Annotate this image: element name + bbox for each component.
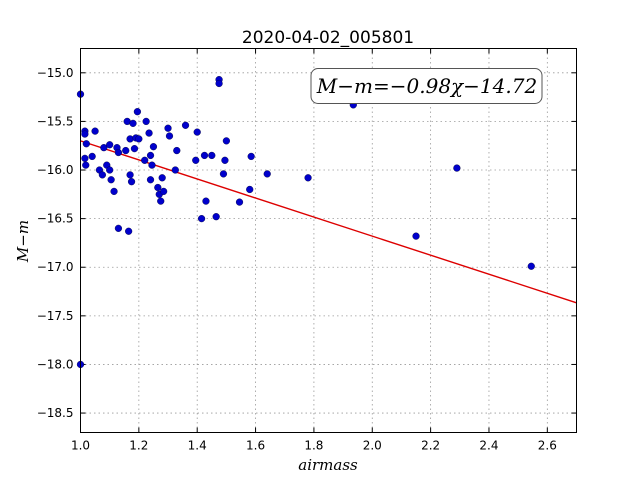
data-point: [247, 152, 255, 161]
data-point: [106, 141, 114, 149]
y-tick-label: −15.5: [37, 114, 74, 128]
y-tick-label: −16.5: [37, 212, 74, 226]
data-point: [171, 166, 179, 174]
data-point: [145, 129, 153, 137]
data-point: [129, 119, 137, 127]
data-point: [133, 108, 141, 116]
data-point: [527, 262, 535, 270]
data-point: [173, 146, 181, 155]
data-point: [181, 121, 190, 129]
data-point: [107, 176, 115, 184]
data-point: [81, 154, 89, 162]
data-points: [76, 76, 535, 369]
data-point: [149, 143, 158, 151]
data-point: [146, 176, 155, 184]
data-point: [110, 187, 118, 196]
data-point: [126, 171, 134, 179]
data-point: [148, 161, 156, 169]
data-point: [235, 198, 244, 206]
data-point: [135, 135, 143, 143]
x-axis-label: airmass: [298, 456, 358, 474]
fit-annotation: M−m=−0.98χ−14.72: [310, 68, 543, 104]
x-tick-label: 1.8: [304, 439, 323, 453]
data-point: [122, 146, 130, 155]
axis-ticks: 1.0 1.2 1.4 1.6 1.8 2.0 2.2 2.4 2.6 −15.0 −15.5 −16…: [37, 48, 577, 453]
data-point: [82, 161, 90, 169]
x-tick-label: 2.4: [479, 439, 498, 453]
annotation-box: [310, 68, 543, 104]
x-tick-label: 1.6: [246, 439, 265, 453]
x-tick-label: 2.0: [363, 439, 382, 453]
data-point: [453, 164, 461, 172]
data-point: [200, 151, 209, 160]
data-point: [165, 132, 174, 140]
fit-equation-label: M−m=−0.98χ−14.72: [316, 74, 537, 98]
data-point: [82, 140, 90, 148]
data-point: [193, 128, 201, 136]
data-point: [158, 174, 166, 182]
data-point: [412, 232, 420, 240]
data-point: [154, 183, 162, 192]
data-point: [114, 148, 123, 157]
plot-frame: [80, 48, 577, 433]
data-point: [142, 117, 150, 126]
data-point: [192, 156, 200, 164]
data-point: [106, 166, 114, 174]
x-tick-label: 2.2: [421, 439, 440, 453]
data-point: [81, 130, 89, 138]
y-tick-label: −17.0: [37, 260, 74, 274]
chart-title: 2020-04-02_005801: [242, 28, 414, 48]
y-tick-label: −18.0: [37, 357, 74, 371]
x-tick-label: 1.4: [188, 439, 207, 453]
data-point: [160, 187, 168, 196]
y-axis-label: M−m: [14, 220, 32, 263]
data-point: [215, 79, 223, 88]
data-point: [127, 178, 136, 186]
data-point: [88, 152, 96, 161]
x-tick-label: 1.2: [129, 439, 148, 453]
data-point: [98, 171, 106, 179]
x-tick-label: 1.0: [71, 439, 90, 453]
data-point: [125, 227, 133, 235]
data-point: [114, 224, 123, 232]
data-point: [141, 156, 149, 164]
data-point: [202, 197, 210, 205]
data-point: [221, 156, 229, 164]
data-point: [164, 124, 172, 132]
fit-line-group: [80, 140, 577, 304]
data-point: [130, 145, 139, 153]
data-point: [222, 137, 230, 145]
y-tick-label: −18.5: [37, 406, 74, 420]
y-tick-label: −16.0: [37, 163, 74, 177]
data-point: [263, 170, 271, 178]
x-tick-label: 2.6: [538, 439, 557, 453]
data-point: [246, 185, 254, 194]
data-point: [157, 197, 165, 205]
data-point: [91, 127, 99, 135]
y-tick-label: −17.5: [37, 309, 74, 323]
fit-line: [80, 140, 577, 304]
data-point: [208, 151, 216, 160]
data-point: [197, 215, 206, 223]
data-point: [100, 144, 108, 152]
y-tick-label: −15.0: [37, 66, 74, 80]
data-point: [212, 213, 220, 221]
data-point: [146, 151, 155, 160]
data-point: [219, 170, 228, 178]
data-point: [304, 174, 312, 182]
